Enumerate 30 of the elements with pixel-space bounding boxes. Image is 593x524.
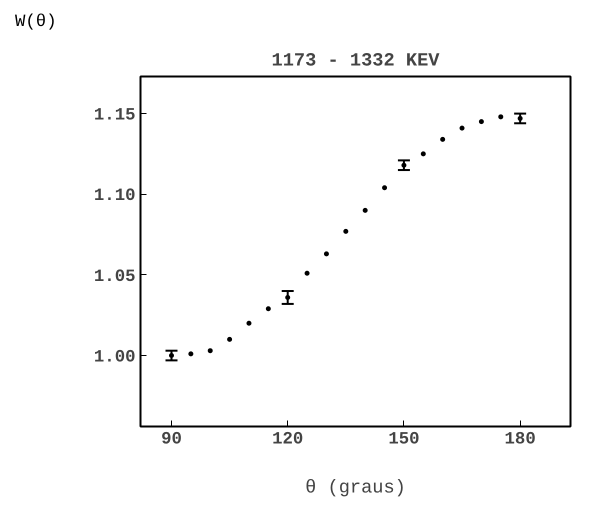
- point: [460, 126, 465, 131]
- point: [343, 228, 348, 234]
- point: [304, 270, 310, 276]
- point: [420, 151, 426, 156]
- point: [246, 320, 252, 326]
- point: [401, 162, 406, 168]
- y-tick-label: 1.00: [94, 348, 136, 368]
- point: [324, 251, 329, 256]
- point: [382, 185, 388, 190]
- x-tick-label: 150: [388, 430, 420, 450]
- point: [362, 208, 368, 213]
- point: [208, 348, 213, 354]
- point: [478, 119, 484, 124]
- y-tick-label: 1.05: [94, 268, 136, 287]
- point: [227, 336, 232, 342]
- point: [266, 306, 271, 312]
- x-tick-label: 180: [504, 430, 536, 450]
- point: [498, 114, 504, 120]
- chart-title: 1173 - 1332 KEV: [272, 50, 440, 72]
- point: [518, 116, 523, 121]
- point: [285, 294, 290, 300]
- x-tick-label: 90: [161, 430, 182, 450]
- y-tick-label: 1.15: [94, 106, 136, 126]
- y-axis-title: W(θ): [15, 12, 57, 34]
- point: [188, 351, 194, 356]
- point: [168, 353, 174, 358]
- x-tick-label: 120: [272, 430, 304, 450]
- y-tick-label: 1.10: [94, 187, 136, 206]
- x-axis-title: θ (graus): [305, 476, 406, 498]
- point: [440, 136, 446, 142]
